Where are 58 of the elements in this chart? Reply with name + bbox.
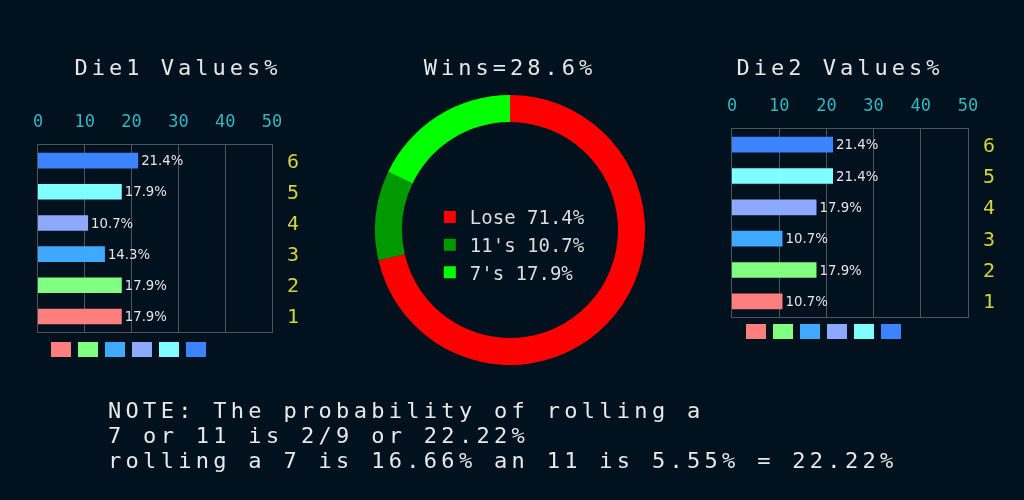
y-tick-label: 1 bbox=[983, 289, 996, 314]
y-tick-label: 5 bbox=[287, 179, 300, 204]
y-tick-label: 2 bbox=[287, 273, 300, 298]
legend-label: 7's 17.9% bbox=[469, 261, 574, 284]
data-label: 21.4% bbox=[836, 137, 879, 153]
note-text: NOTE: The probability of rolling a 7 or 11 is 2/9 or 22.22% rolling a 7 is 16.66% an 11 is 5.55% = 22.22% bbox=[108, 398, 898, 473]
bar bbox=[38, 277, 122, 294]
bar bbox=[38, 152, 139, 169]
bar bbox=[38, 246, 105, 262]
donut-slice bbox=[388, 95, 511, 184]
data-label: 17.9% bbox=[124, 277, 167, 293]
x-tick-label: 0 bbox=[726, 95, 738, 116]
x-tick-label: 40 bbox=[214, 111, 236, 132]
donut-slice bbox=[378, 95, 645, 365]
x-tick-label: 50 bbox=[957, 95, 979, 116]
data-label: 21.4% bbox=[836, 168, 879, 184]
bar bbox=[732, 168, 834, 184]
x-tick-label: 20 bbox=[121, 111, 142, 132]
donut-slice bbox=[375, 171, 413, 261]
bar bbox=[732, 262, 817, 278]
bar bbox=[732, 230, 783, 247]
bar bbox=[732, 136, 834, 153]
y-tick-label: 4 bbox=[287, 210, 300, 235]
y-tick-label: 3 bbox=[983, 226, 996, 251]
data-label: 10.7% bbox=[785, 231, 828, 247]
bar bbox=[38, 308, 122, 325]
legend-label: Lose 71.4% bbox=[469, 206, 585, 229]
data-label: 10.7% bbox=[785, 294, 828, 310]
data-label: 17.9% bbox=[124, 184, 167, 200]
y-tick-label: 6 bbox=[983, 132, 996, 157]
bar bbox=[732, 199, 817, 216]
chart-title: Die1 Values% bbox=[74, 54, 282, 80]
y-tick-label: 5 bbox=[983, 164, 996, 188]
legend-label: 11's 10.7% bbox=[469, 234, 585, 257]
y-tick-label: 4 bbox=[983, 195, 996, 220]
x-tick-label: 30 bbox=[863, 95, 884, 116]
x-tick-label: 20 bbox=[816, 95, 837, 116]
bar bbox=[38, 183, 122, 200]
y-tick-label: 2 bbox=[983, 258, 996, 282]
x-tick-label: 10 bbox=[768, 95, 790, 116]
x-tick-label: 50 bbox=[261, 111, 283, 132]
y-tick-label: 6 bbox=[287, 148, 300, 173]
bar bbox=[38, 215, 89, 231]
x-tick-label: 10 bbox=[74, 111, 96, 132]
x-tick-label: 30 bbox=[168, 111, 189, 132]
data-label: 17.9% bbox=[124, 309, 167, 325]
x-tick-label: 40 bbox=[910, 95, 932, 116]
chart-title: Wins=28.6% bbox=[423, 54, 597, 80]
bar bbox=[732, 293, 783, 310]
data-label: 14.3% bbox=[107, 246, 151, 262]
data-label: 10.7% bbox=[91, 215, 134, 231]
y-tick-label: 1 bbox=[287, 304, 300, 329]
x-tick-label: 0 bbox=[32, 111, 44, 132]
data-label: 17.9% bbox=[819, 262, 862, 278]
chart-title: Die2 Values% bbox=[736, 54, 944, 80]
y-tick-label: 3 bbox=[287, 242, 300, 267]
data-label: 17.9% bbox=[819, 200, 862, 216]
data-label: 21.4% bbox=[141, 153, 184, 169]
